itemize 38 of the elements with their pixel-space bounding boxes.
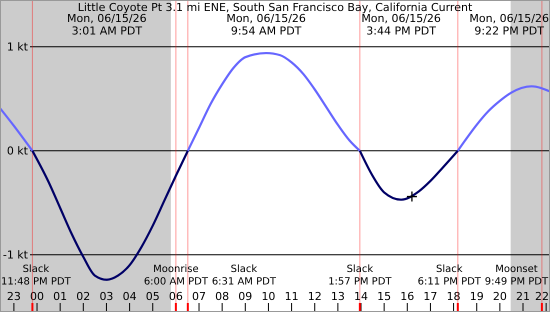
x-tick-label: 12 xyxy=(308,290,322,303)
ref-line-label: Slack 6:31 AM PDT xyxy=(212,264,277,288)
x-tick-label: 19 xyxy=(470,290,484,303)
annotation: Mon, 06/15/26 3:44 PM PDT xyxy=(361,12,441,38)
x-tick-label: 10 xyxy=(261,290,276,303)
y-tick-label: 0 kt xyxy=(6,144,29,158)
x-tick-label: 14 xyxy=(354,290,368,303)
x-tick-label: 16 xyxy=(400,290,414,303)
ref-line-label: Slack 1:57 PM PDT xyxy=(328,264,392,288)
x-tick-label: 02 xyxy=(76,290,90,303)
chart-title: Little Coyote Pt 3.1 mi ENE, South San Francisco Bay, California Current xyxy=(78,1,473,14)
x-tick-label: 21 xyxy=(516,290,530,303)
x-tick-label: 11 xyxy=(284,290,299,303)
x-tick-label: 13 xyxy=(330,290,345,303)
x-tick-label: 18 xyxy=(446,290,461,303)
annotation: Mon, 06/15/26 3:01 AM PDT xyxy=(67,12,147,38)
ref-line-label: Moonrise 6:00 AM PDT xyxy=(144,264,209,288)
x-tick-label: 22 xyxy=(535,290,549,303)
x-tick-label: 07 xyxy=(192,290,206,303)
annotation: Mon, 06/15/26 9:22 PM PDT xyxy=(469,12,549,38)
annotation: Mon, 06/15/26 9:54 AM PDT xyxy=(226,12,306,38)
x-tick-label: 09 xyxy=(238,290,252,303)
x-tick-label: 03 xyxy=(99,290,114,303)
y-tick-label: 1 kt xyxy=(6,40,29,54)
x-tick-label: 08 xyxy=(215,290,230,303)
x-tick-label: 01 xyxy=(53,290,68,303)
x-tick-label: 20 xyxy=(492,290,507,303)
x-tick-label: 05 xyxy=(146,290,160,303)
x-tick-label: 23 xyxy=(6,290,21,303)
y-tick-label: -1 kt xyxy=(2,248,29,262)
x-tick-label: 17 xyxy=(423,290,438,303)
x-tick-label: 06 xyxy=(168,290,183,303)
ref-line-label: Slack 6:11 PM PDT xyxy=(418,264,482,288)
x-tick-label: 00 xyxy=(30,290,44,303)
x-tick-label: 04 xyxy=(122,290,137,303)
ref-line-label: Moonset 9:49 PM PDT xyxy=(484,264,549,288)
x-tick-label: 15 xyxy=(377,290,392,303)
ref-line-label: Slack 11:48 PM PDT xyxy=(1,264,72,288)
